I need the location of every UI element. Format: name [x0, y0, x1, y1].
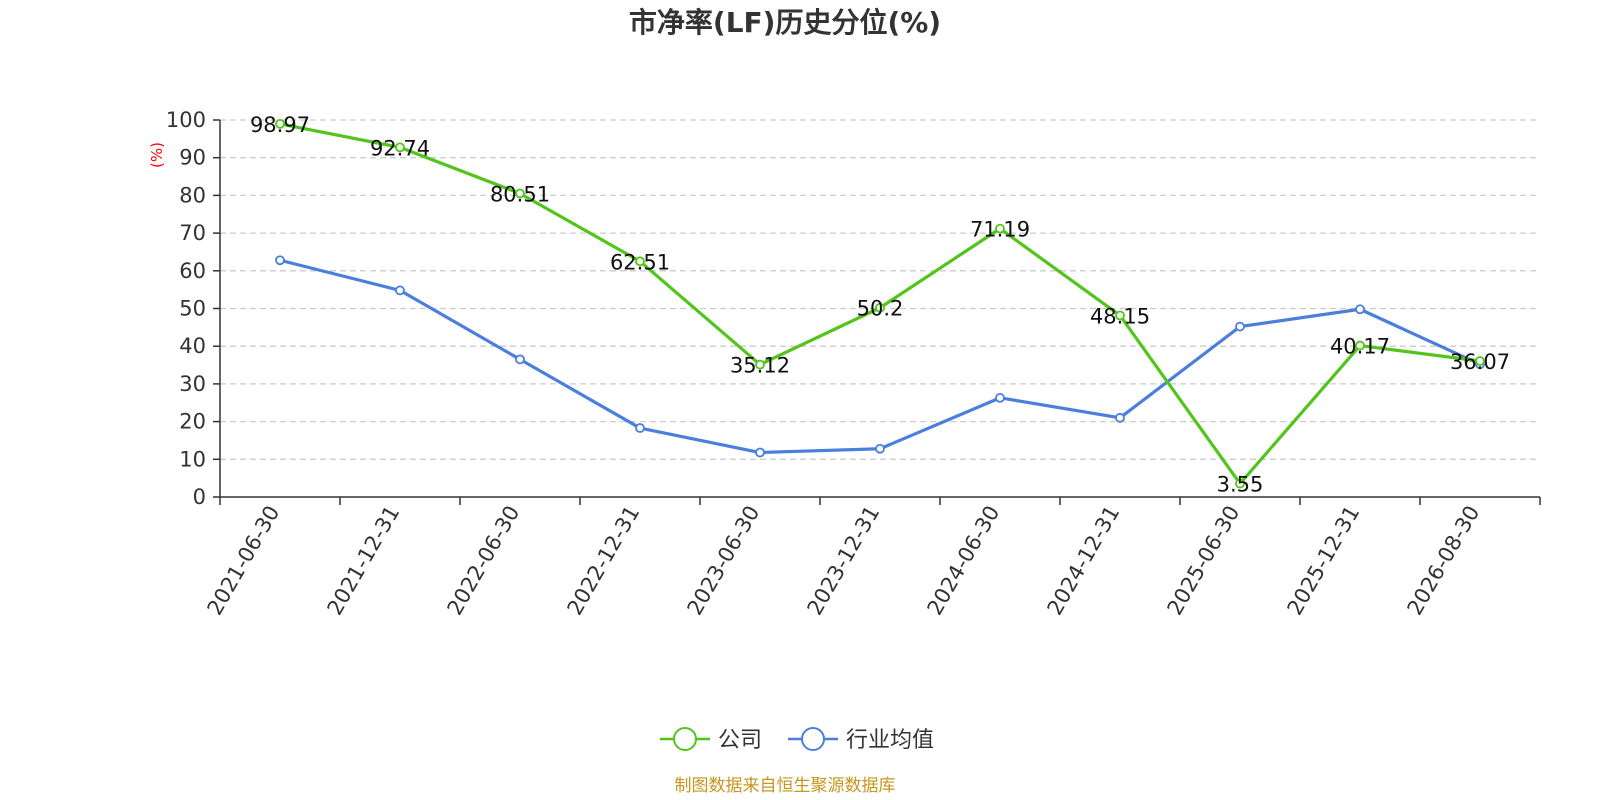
x-tick-label: 2026-08-30 [1403, 502, 1485, 620]
data-label: 71.19 [970, 218, 1030, 242]
x-tick-label: 2022-06-30 [443, 502, 525, 620]
y-tick-label: 0 [193, 485, 206, 509]
data-label: 92.74 [370, 136, 430, 160]
data-point [1235, 321, 1245, 332]
legend[interactable]: 公司 行业均值 [660, 727, 934, 753]
x-tick-labels: 2021-06-30 2021-12-31 2022-06-30 2022-12-31… [203, 502, 1485, 620]
data-point [395, 142, 405, 153]
data-label: 80.51 [490, 182, 550, 206]
series-layer [275, 118, 1485, 489]
data-labels: 98.97 92.74 80.51 62.51 35.12 50.2 71.19 48.15 3… [250, 113, 1510, 497]
series-line-1 [279, 258, 1481, 455]
y-axis-label: (%) [148, 142, 166, 168]
legend-swatch-icon [801, 727, 825, 751]
data-point [635, 256, 645, 267]
chart-title: 市净率(LF)历史分位(%) [629, 6, 941, 39]
data-point [1355, 340, 1365, 351]
data-point [875, 302, 885, 313]
x-tick-label: 2021-06-30 [203, 502, 285, 620]
data-point [395, 285, 405, 296]
x-tick-label: 2023-06-30 [683, 502, 765, 620]
source-note: 制图数据来自恒生聚源数据库 [675, 776, 896, 796]
data-point [755, 447, 765, 458]
y-tick-label: 100 [166, 108, 206, 132]
y-tick-label: 40 [179, 334, 206, 358]
legend-label: 行业均值 [846, 728, 934, 753]
data-point [515, 188, 525, 199]
data-point [275, 255, 285, 266]
data-label: 3.55 [1217, 473, 1264, 497]
x-tick-label: 2023-12-31 [803, 502, 885, 620]
data-label: 36.07 [1450, 350, 1510, 374]
data-point [1115, 310, 1125, 321]
legend-item-1[interactable]: 行业均值 [788, 727, 934, 753]
data-point [275, 118, 285, 129]
data-label: 98.97 [250, 113, 310, 137]
legend-label: 公司 [718, 728, 762, 753]
data-label: 40.17 [1330, 335, 1390, 359]
x-tick-label: 2022-12-31 [563, 502, 645, 620]
y-tick-label: 10 [179, 447, 206, 471]
data-point [1235, 478, 1245, 489]
y-tick-label: 90 [179, 146, 206, 170]
grid-lines [220, 119, 1540, 460]
data-point [995, 392, 1005, 403]
data-point [875, 443, 885, 454]
y-tick-label: 50 [179, 297, 206, 321]
data-label: 35.12 [730, 354, 790, 378]
legend-swatch-icon [673, 727, 697, 751]
x-tick-label: 2021-12-31 [323, 502, 405, 620]
data-point [1115, 412, 1125, 423]
data-point [755, 359, 765, 370]
x-tick-label: 2025-12-31 [1283, 502, 1365, 620]
data-label: 62.51 [610, 250, 670, 274]
data-point [635, 423, 645, 433]
data-label: 50.2 [857, 297, 904, 321]
axes [213, 119, 1541, 505]
data-point [995, 223, 1005, 234]
x-tick-label: 2025-06-30 [1163, 502, 1245, 620]
data-point [1475, 356, 1485, 366]
x-tick-label: 2024-06-30 [923, 502, 1005, 620]
y-tick-label: 80 [179, 183, 206, 207]
y-tick-label: 70 [179, 221, 206, 245]
y-tick-label: 20 [179, 410, 206, 434]
y-tick-label: 30 [179, 372, 206, 396]
y-tick-labels: 0 10 20 30 40 50 60 70 80 90 100 [166, 108, 206, 509]
data-label: 48.15 [1090, 304, 1150, 328]
legend-item-0[interactable]: 公司 [660, 727, 762, 753]
x-tick-label: 2024-12-31 [1043, 502, 1125, 620]
data-point [515, 354, 525, 365]
data-point [1355, 304, 1365, 315]
y-tick-label: 60 [179, 259, 206, 283]
